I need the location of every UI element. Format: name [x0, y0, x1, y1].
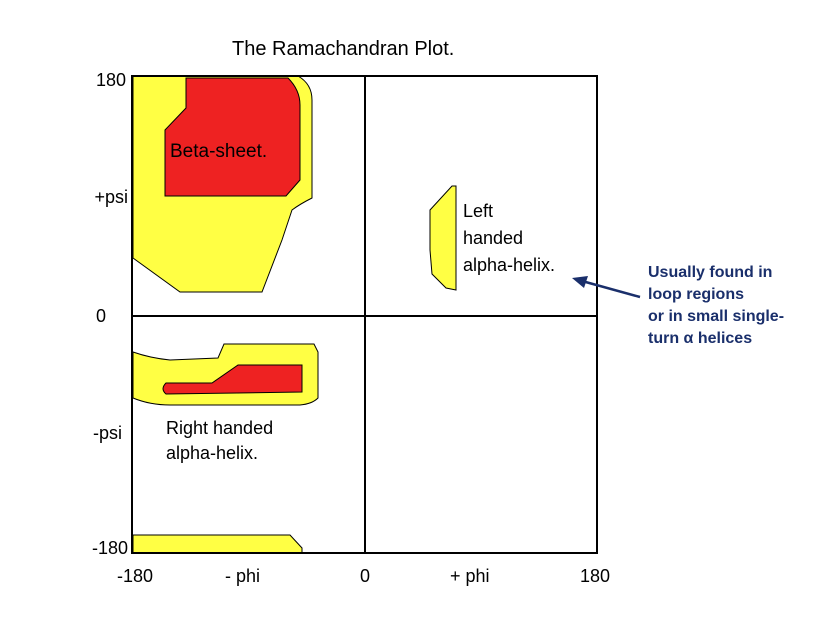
- note-line-4: turn α helices: [648, 330, 753, 347]
- bottom-allowed-region: [132, 534, 303, 554]
- right-handed-helix-label: Right handed alpha-helix.: [166, 416, 273, 466]
- note-line-1: Usually found in: [648, 264, 773, 281]
- x-label-minus-phi: - phi: [225, 566, 261, 586]
- annotation-note: Usually found in loop regions or in smal…: [648, 262, 828, 350]
- right-handed-line-1: Right handed: [166, 418, 274, 438]
- note-arrow-line: [581, 279, 641, 299]
- note-line-2: loop regions: [648, 286, 744, 303]
- y-tick-180: 180: [95, 70, 126, 90]
- y-label-plus-psi: +psi: [94, 187, 128, 207]
- alpha-favored-region: [162, 364, 303, 395]
- note-line-3: or in small single-: [648, 308, 785, 325]
- left-handed-helix-label: Left handed alpha-helix.: [463, 198, 555, 279]
- right-handed-line-2: alpha-helix.: [166, 443, 259, 463]
- left-handed-line-3: alpha-helix.: [463, 255, 556, 275]
- x-tick-minus-180: -180: [117, 566, 154, 586]
- y-tick-minus-180: -180: [91, 538, 128, 558]
- beta-favored-region: [164, 77, 301, 197]
- beta-sheet-label: Beta-sheet.: [170, 141, 268, 162]
- x-label-plus-phi: + phi: [450, 566, 490, 586]
- y-label-minus-psi: -psi: [92, 423, 122, 443]
- left-handed-line-2: handed: [463, 228, 524, 248]
- plot-title: The Ramachandran Plot.: [232, 38, 455, 60]
- left-handed-region: [429, 185, 457, 291]
- y-tick-0: 0: [95, 306, 106, 326]
- left-handed-line-1: Left: [463, 201, 494, 221]
- x-tick-180: 180: [580, 566, 611, 586]
- note-arrow-head: [572, 276, 588, 288]
- x-tick-0: 0: [360, 566, 371, 586]
